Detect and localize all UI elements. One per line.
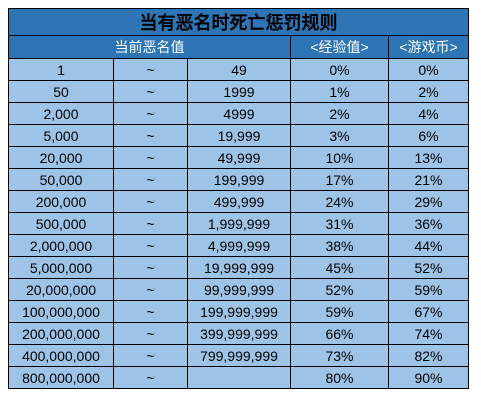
infamy-from-cell: 100,000,000 xyxy=(8,300,114,323)
infamy-to-cell: 1,999,999 xyxy=(187,212,291,235)
exp-penalty-cell: 2% xyxy=(290,102,389,125)
range-separator-cell: ~ xyxy=(113,278,188,301)
table-row: 50 ~1999 1% 2% xyxy=(8,80,470,103)
table-row: 5,000,000 ~19,999,999 45% 52% xyxy=(8,256,470,279)
exp-penalty-cell: 31% xyxy=(290,212,389,235)
table-row: 20,000,000 ~99,999,999 52% 59% xyxy=(8,278,470,301)
table-row: 800,000,000 ~80% 90% xyxy=(8,366,470,389)
table-title: 当有恶名时死亡惩罚规则 xyxy=(7,8,470,36)
infamy-to-cell: 19,999,999 xyxy=(187,256,291,279)
coin-penalty-cell: 52% xyxy=(387,256,470,279)
infamy-to-cell: 499,999 xyxy=(187,190,291,213)
coin-penalty-cell: 59% xyxy=(387,278,470,301)
exp-penalty-cell: 66% xyxy=(290,322,389,345)
header-exp: <经验值> xyxy=(290,35,389,59)
infamy-from-cell: 5,000,000 xyxy=(8,256,114,279)
infamy-from-cell: 50,000 xyxy=(8,168,114,191)
infamy-to-cell: 799,999,999 xyxy=(187,344,291,367)
coin-penalty-cell: 29% xyxy=(387,190,470,213)
infamy-to-cell: 4,999,999 xyxy=(187,234,291,257)
header-row: 当前恶名值 <经验值> <游戏币> xyxy=(8,35,470,59)
coin-penalty-cell: 13% xyxy=(387,146,470,169)
table-row: 400,000,000 ~799,999,999 73% 82% xyxy=(8,344,470,367)
range-separator-cell: ~ xyxy=(113,256,188,279)
range-separator-cell: ~ xyxy=(113,80,188,103)
coin-penalty-cell: 44% xyxy=(387,234,470,257)
table-row: 500,000 ~1,999,999 31% 36% xyxy=(8,212,470,235)
infamy-from-cell: 400,000,000 xyxy=(8,344,114,367)
coin-penalty-cell: 67% xyxy=(387,300,470,323)
coin-penalty-cell: 2% xyxy=(387,80,470,103)
header-current-infamy: 当前恶名值 xyxy=(8,35,291,59)
infamy-to-cell: 49 xyxy=(187,58,291,81)
infamy-to-cell: 199,999 xyxy=(187,168,291,191)
infamy-from-cell: 500,000 xyxy=(8,212,114,235)
infamy-from-cell: 1 xyxy=(8,58,114,81)
table-row: 2,000,000 ~4,999,999 38% 44% xyxy=(8,234,470,257)
infamy-from-cell: 20,000,000 xyxy=(8,278,114,301)
exp-penalty-cell: 80% xyxy=(290,366,389,389)
infamy-to-cell: 49,999 xyxy=(187,146,291,169)
infamy-from-cell: 200,000 xyxy=(8,190,114,213)
header-coin: <游戏币> xyxy=(387,35,470,59)
range-separator-cell: ~ xyxy=(113,344,188,367)
infamy-from-cell: 800,000,000 xyxy=(8,366,114,389)
coin-penalty-cell: 36% xyxy=(387,212,470,235)
exp-penalty-cell: 59% xyxy=(290,300,389,323)
infamy-from-cell: 200,000,000 xyxy=(8,322,114,345)
range-separator-cell: ~ xyxy=(113,102,188,125)
table-row: 5,000 ~19,999 3% 6% xyxy=(8,124,470,147)
exp-penalty-cell: 0% xyxy=(290,58,389,81)
infamy-to-cell: 199,999,999 xyxy=(187,300,291,323)
table-row: 100,000,000 ~199,999,999 59% 67% xyxy=(8,300,470,323)
title-row: 当有恶名时死亡惩罚规则 xyxy=(7,8,470,36)
table-row: 2,000 ~4999 2% 4% xyxy=(8,102,470,125)
infamy-to-cell: 99,999,999 xyxy=(187,278,291,301)
infamy-to-cell: 19,999 xyxy=(187,124,291,147)
infamy-to-cell: 399,999,999 xyxy=(187,322,291,345)
table-row: 200,000,000 ~399,999,999 66% 74% xyxy=(8,322,470,345)
infamy-from-cell: 20,000 xyxy=(8,146,114,169)
coin-penalty-cell: 4% xyxy=(387,102,470,125)
penalty-table-container: 当有恶名时死亡惩罚规则 当前恶名值 <经验值> <游戏币> 1 ~49 0% 0% 50… xyxy=(7,8,470,389)
coin-penalty-cell: 90% xyxy=(387,366,470,389)
coin-penalty-cell: 21% xyxy=(387,168,470,191)
table-row: 200,000 ~499,999 24% 29% xyxy=(8,190,470,213)
range-separator-cell: ~ xyxy=(113,300,188,323)
table-row: 50,000 ~199,999 17% 21% xyxy=(8,168,470,191)
coin-penalty-cell: 6% xyxy=(387,124,470,147)
exp-penalty-cell: 45% xyxy=(290,256,389,279)
infamy-from-cell: 2,000 xyxy=(8,102,114,125)
infamy-to-cell xyxy=(187,366,291,389)
exp-penalty-cell: 10% xyxy=(290,146,389,169)
range-separator-cell: ~ xyxy=(113,234,188,257)
infamy-from-cell: 5,000 xyxy=(8,124,114,147)
exp-penalty-cell: 73% xyxy=(290,344,389,367)
infamy-to-cell: 1999 xyxy=(187,80,291,103)
range-separator-cell: ~ xyxy=(113,58,188,81)
exp-penalty-cell: 38% xyxy=(290,234,389,257)
table-row: 1 ~49 0% 0% xyxy=(8,58,470,81)
table-row: 20,000 ~49,999 10% 13% xyxy=(8,146,470,169)
infamy-from-cell: 2,000,000 xyxy=(8,234,114,257)
coin-penalty-cell: 82% xyxy=(387,344,470,367)
range-separator-cell: ~ xyxy=(113,322,188,345)
coin-penalty-cell: 74% xyxy=(387,322,470,345)
exp-penalty-cell: 17% xyxy=(290,168,389,191)
exp-penalty-cell: 1% xyxy=(290,80,389,103)
exp-penalty-cell: 3% xyxy=(290,124,389,147)
infamy-to-cell: 4999 xyxy=(187,102,291,125)
range-separator-cell: ~ xyxy=(113,366,188,389)
infamy-from-cell: 50 xyxy=(8,80,114,103)
range-separator-cell: ~ xyxy=(113,168,188,191)
range-separator-cell: ~ xyxy=(113,190,188,213)
death-penalty-table: 当有恶名时死亡惩罚规则 当前恶名值 <经验值> <游戏币> 1 ~49 0% 0% 50… xyxy=(7,8,470,389)
exp-penalty-cell: 52% xyxy=(290,278,389,301)
range-separator-cell: ~ xyxy=(113,146,188,169)
range-separator-cell: ~ xyxy=(113,212,188,235)
coin-penalty-cell: 0% xyxy=(387,58,470,81)
range-separator-cell: ~ xyxy=(113,124,188,147)
exp-penalty-cell: 24% xyxy=(290,190,389,213)
